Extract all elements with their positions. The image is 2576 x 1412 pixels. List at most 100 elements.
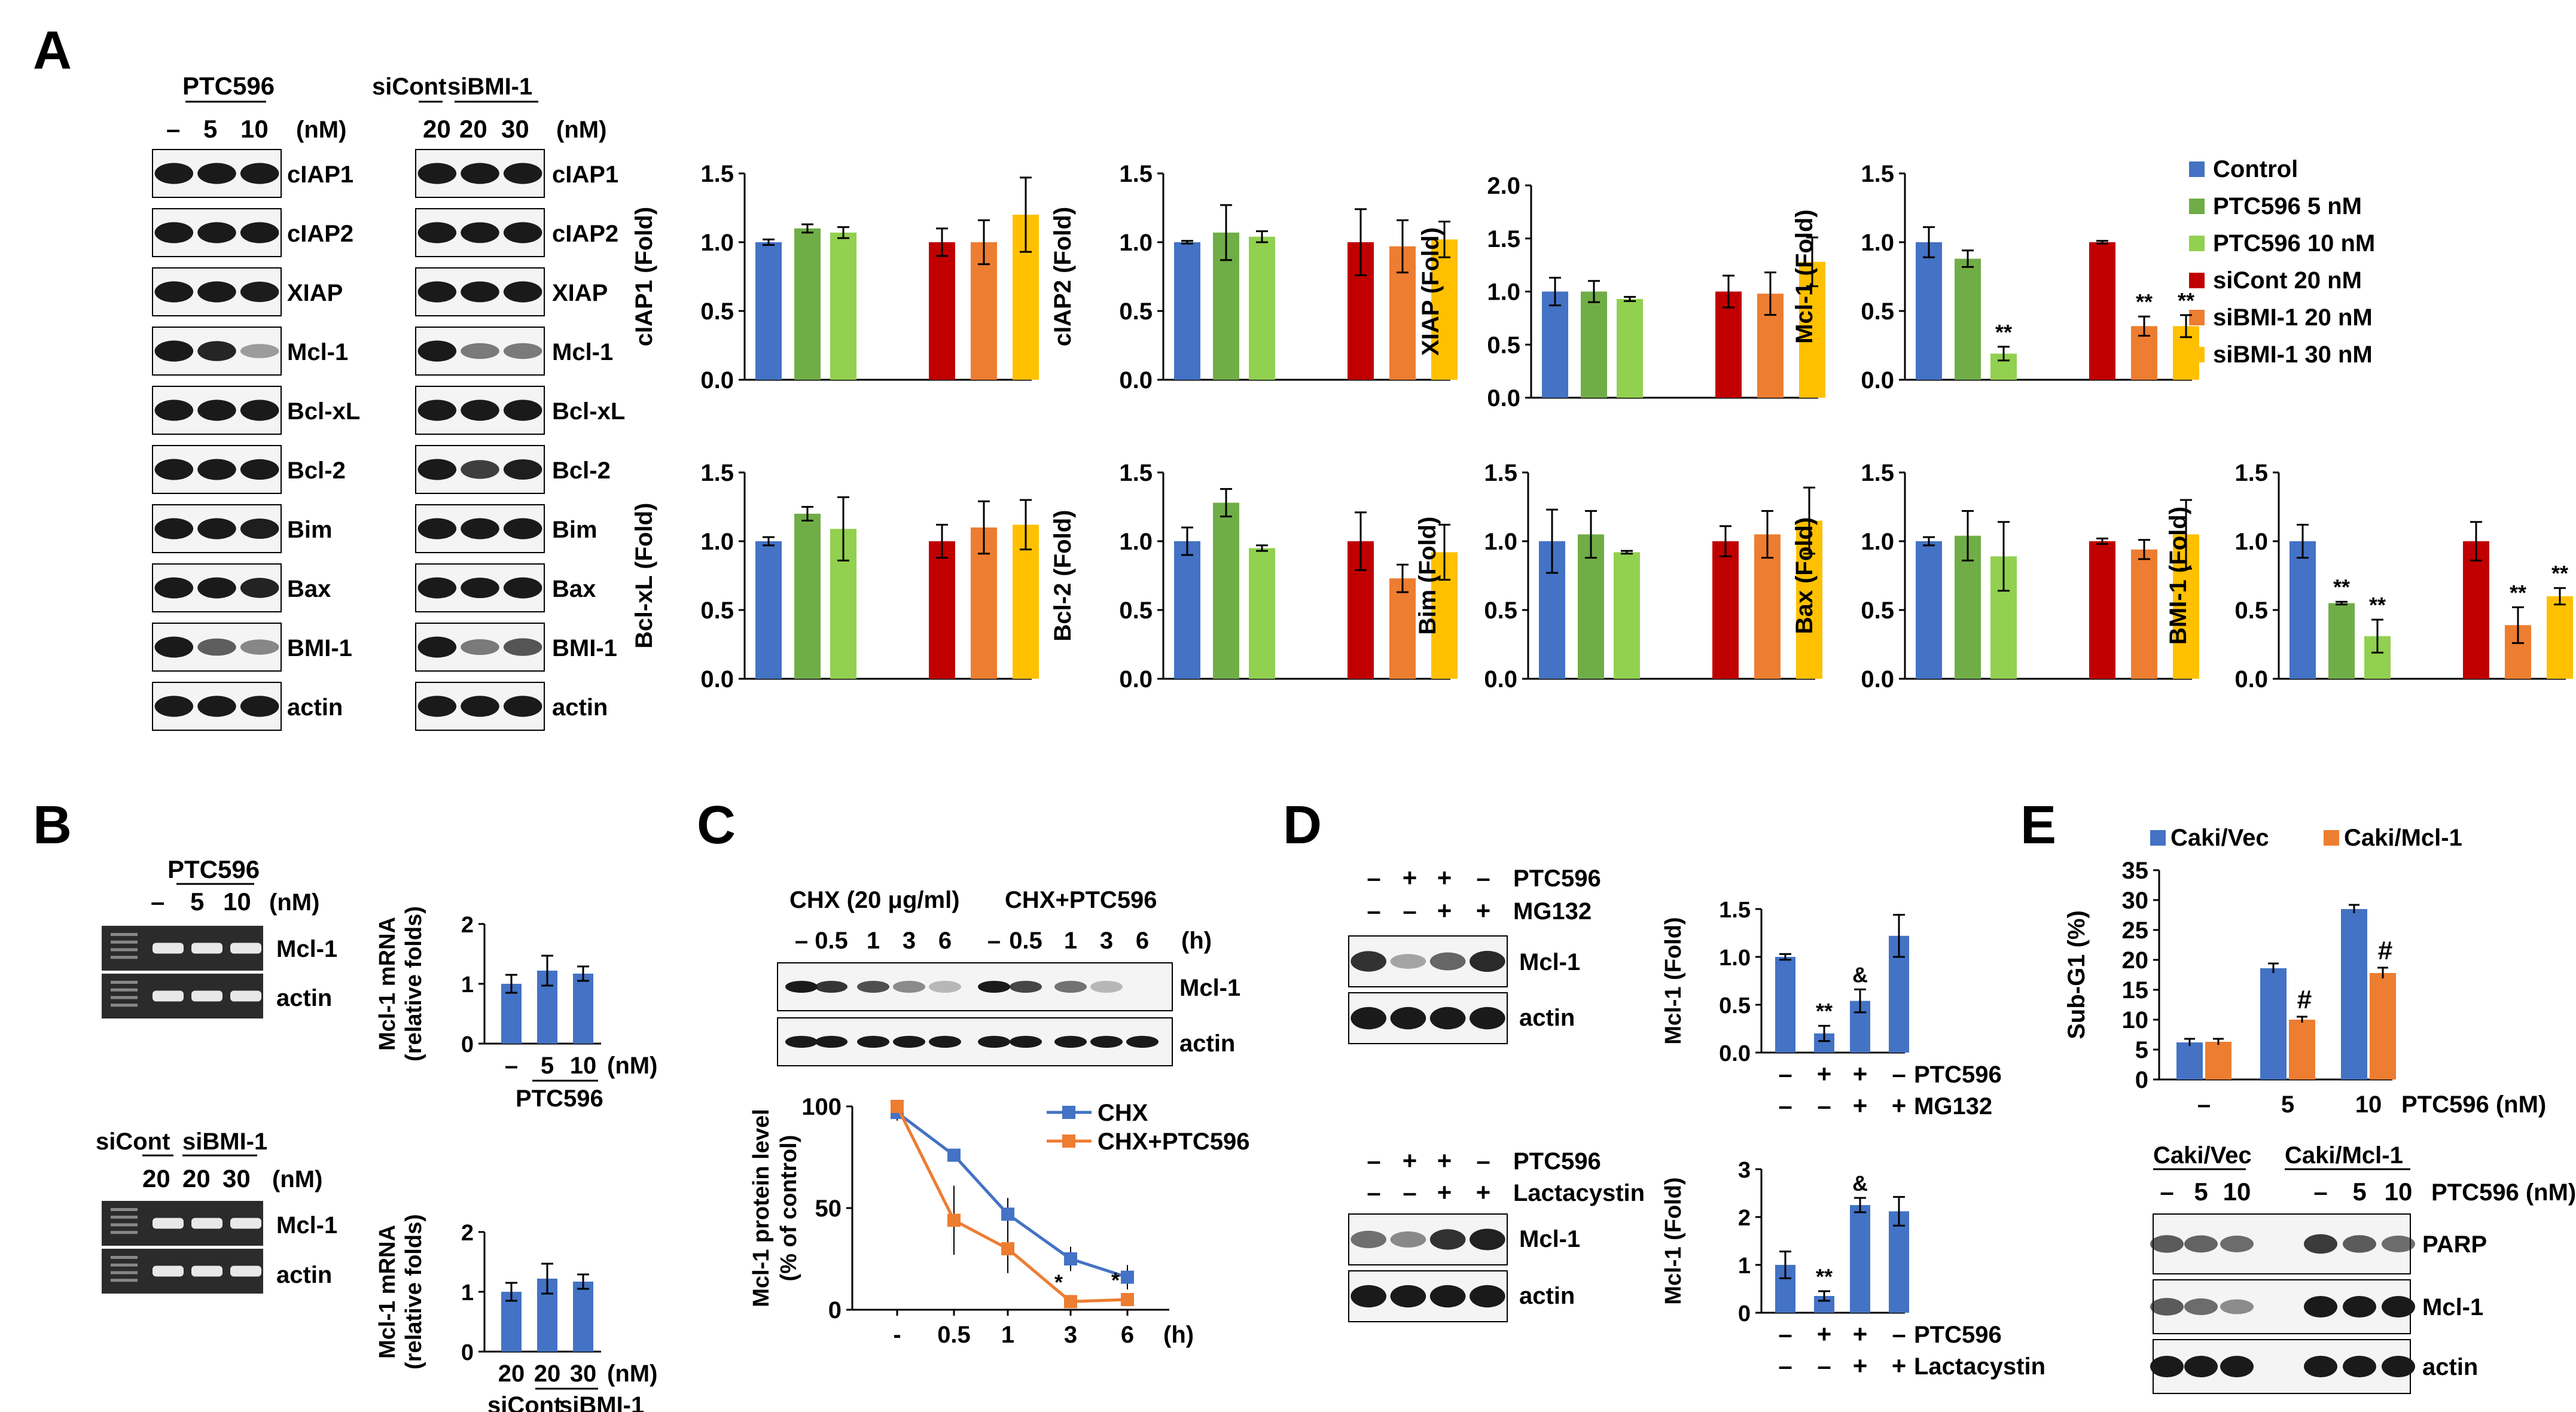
a-blot-ptc-ciap2-band — [154, 222, 194, 243]
d-top-blot-label-actin: actin — [1519, 1005, 1575, 1031]
y-tick-label: 2.0 — [1487, 173, 1520, 199]
bar — [929, 541, 955, 679]
series-point — [1064, 1252, 1077, 1265]
a-blot-si-bcl-xl-band — [417, 399, 457, 421]
d-top-blot-actin-band — [1351, 1007, 1386, 1030]
e-blot-parp-band — [2150, 1235, 2184, 1253]
y-axis-label: cIAP2 (Fold) — [1050, 207, 1076, 346]
a-ptc-lane-1: – — [166, 115, 180, 143]
d-bottom-sign: – — [1367, 1178, 1380, 1206]
a-blot-ptc-actin-band — [240, 696, 279, 717]
a-blot-label-ptc-xiap: XIAP — [287, 280, 343, 306]
c-header-chx: CHX (20 μg/ml) — [789, 887, 960, 913]
a-blot-si-ciap2-band — [503, 222, 542, 243]
d-bottom-blot-mcl1 — [1348, 1213, 1508, 1265]
d-top-blot-mcl1-band — [1429, 952, 1466, 971]
y-tick-label: 1.5 — [1719, 898, 1751, 923]
y-tick-label: 1.0 — [1861, 529, 1894, 555]
b-gel-bottom-actin-band — [191, 1265, 222, 1277]
a-blot-ptc-bcl-xl-band — [240, 399, 279, 421]
b-bottom-lane-3: 30 — [222, 1164, 251, 1193]
a-blot-si-ciap2-band — [461, 222, 499, 243]
y-axis-label: Bax (Fold) — [1791, 517, 1818, 635]
bar — [1715, 291, 1742, 398]
legend-label-caki/mcl-1: Caki/Mcl-1 — [2344, 825, 2462, 851]
y-tick-label: 1.0 — [700, 230, 734, 256]
a-blot-si-bcl-xl-band — [503, 399, 542, 421]
x-tick-label: 5 — [541, 1053, 554, 1079]
bar — [830, 232, 856, 380]
bar — [794, 514, 821, 679]
a-blot-ptc-ciap2-band — [197, 222, 236, 243]
y-tick-label: 0 — [1738, 1301, 1751, 1326]
a-blot-ptc-bim-band — [154, 518, 194, 539]
c-lane-label: 3 — [903, 928, 916, 954]
d-bottom-blot-label-actin: actin — [1519, 1283, 1575, 1309]
c-lane-label: 6 — [1136, 928, 1149, 954]
d-bottom-blot-mcl1-band — [1470, 1228, 1505, 1251]
a-blot-si-bmi-1-band — [503, 638, 542, 656]
e-blot-mcl1-band — [2382, 1296, 2415, 1318]
c-blot-mcl1-band — [1054, 981, 1087, 993]
y-tick-label: 1.5 — [1861, 460, 1894, 486]
y-tick-label: 1.5 — [700, 161, 734, 187]
a-blot-label-ptc-ciap1: cIAP1 — [287, 161, 353, 188]
a-ptc-lane-3: 10 — [240, 115, 269, 143]
x-sign-row1: + — [1817, 1320, 1832, 1348]
bar — [1850, 1205, 1870, 1313]
bar — [1249, 548, 1275, 679]
bar — [1174, 242, 1200, 380]
legend-swatch-control — [2189, 161, 2205, 177]
legend-swatch-ptc10 — [2189, 236, 2205, 251]
c-h-unit: (h) — [1181, 928, 1212, 954]
y-tick-label: 0.5 — [1487, 332, 1520, 358]
significance-marker: ** — [2178, 288, 2194, 313]
y-tick-label: 0 — [461, 1340, 474, 1365]
x-unit: PTC596 (nM) — [2401, 1091, 2546, 1118]
y-tick-label: 15 — [2122, 977, 2149, 1004]
b-gel-bottom-mcl1-ladder-band — [111, 1208, 138, 1211]
bar — [2328, 603, 2355, 679]
y-tick-label: 0.0 — [1119, 367, 1153, 394]
chart-A-Bcl-2: 0.0 0.5 1.0 1.5 Bcl-2 (Fold) — [1050, 460, 1458, 693]
x-axis-label: (h) — [1163, 1322, 1194, 1348]
b-gel-top-mcl1-band — [153, 943, 184, 954]
legend-label-chx: CHX — [1098, 1100, 1148, 1126]
bar — [1775, 957, 1795, 1053]
a-blot-label-ptc-bcl-2: Bcl-2 — [287, 458, 346, 484]
d-bottom-blot-mcl1-band — [1390, 1231, 1426, 1248]
b-gel-top-label-actin: actin — [276, 985, 332, 1011]
c-blot-actin-band — [1126, 1036, 1159, 1048]
y-tick-label: 1.0 — [1119, 529, 1153, 555]
y-tick-label: 1.5 — [1119, 460, 1153, 486]
b-bottom-nm: (nM) — [272, 1166, 322, 1193]
e-blot-actin-band — [2304, 1356, 2337, 1377]
y-tick-label: 2 — [461, 913, 474, 938]
series-point — [947, 1148, 961, 1162]
a-blot-label-ptc-actin: actin — [287, 694, 343, 721]
b-gel-top-actin-ladder-band — [111, 996, 138, 999]
a-blot-si-bcl-2 — [415, 445, 545, 494]
b-top-lane-1: – — [151, 888, 164, 916]
b-gel-top-actin-band — [230, 990, 261, 1002]
legend-label-chx+ptc596: CHX+PTC596 — [1098, 1129, 1250, 1155]
b-gel-bottom-mcl1-ladder-band — [111, 1231, 138, 1234]
c-blot-actin-band — [1010, 1036, 1042, 1048]
x-sign-row1: – — [1892, 1320, 1906, 1348]
legend-marker — [1062, 1106, 1075, 1119]
bar — [971, 242, 997, 380]
significance-marker: ** — [1816, 1264, 1833, 1289]
c-blot-mcl1-band — [893, 981, 925, 993]
b-gel-bottom-actin-band — [230, 1265, 261, 1277]
d-top-blot-mcl1-band — [1351, 951, 1386, 972]
a-blot-si-ciap1 — [415, 149, 545, 198]
series-point — [1064, 1295, 1077, 1309]
y-tick-label: 0.0 — [1119, 666, 1153, 693]
legend-control: Control — [2213, 156, 2298, 182]
bar — [1916, 242, 1942, 380]
d-bottom-blot-actin-band — [1390, 1285, 1426, 1308]
c-lane-label: 1 — [867, 928, 880, 954]
a-ptc-nm: (nM) — [296, 117, 346, 143]
y-tick-label: 1.0 — [2234, 529, 2268, 555]
a-blot-ptc-bmi-1-band — [240, 639, 279, 655]
